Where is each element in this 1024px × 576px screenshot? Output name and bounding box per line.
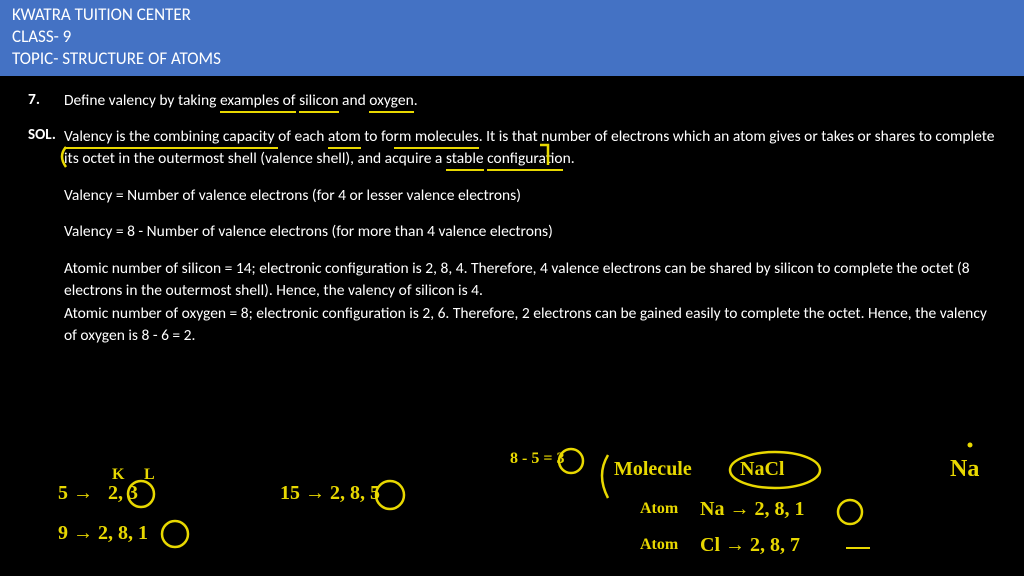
header-banner: KWATRA TUITION CENTER CLASS- 9 TOPIC- ST…: [0, 0, 1024, 76]
hw-85: 8 - 5 = 3: [510, 450, 564, 468]
sol-p1c: atom: [328, 127, 361, 149]
hw-23: 2, 3: [108, 482, 138, 505]
sol-p5: Atomic number of oxygen = 8; electronic …: [64, 303, 996, 348]
q-mid2: and: [339, 91, 370, 110]
sol-p1d: to fo: [361, 127, 394, 146]
question-text: Define valency by taking examples of sil…: [64, 90, 418, 112]
solution-body: Valency is the combining capacity of eac…: [64, 126, 996, 362]
q-u2: silicon: [299, 91, 338, 113]
hw-molecule: Molecule: [614, 458, 692, 481]
hw-9row: 9 → 2, 8, 1: [58, 522, 148, 545]
hw-5arrow: 5 →: [58, 482, 93, 505]
header-title: KWATRA TUITION CENTER: [12, 4, 1012, 26]
hw-nacl: NaCl: [740, 458, 784, 481]
sol-p3: Valency = 8 - Number of valence electron…: [64, 221, 996, 243]
hw-k: K: [112, 466, 124, 484]
header-topic: TOPIC- STRUCTURE OF ATOMS: [12, 48, 1012, 70]
hw-na-config: Na → 2, 8, 1: [700, 498, 804, 521]
header-class: CLASS- 9: [12, 26, 1012, 48]
sol-p4: Atomic number of silicon = 14; electroni…: [64, 258, 996, 303]
hw-l: L: [144, 466, 155, 484]
sol-p1: Valency is the combining capacity of eac…: [64, 126, 996, 171]
q-prefix: Define valency by taking: [64, 91, 220, 110]
solution-row: SOL. Valency is the combining capacity o…: [28, 126, 996, 362]
sol-p1b: of each: [278, 127, 328, 146]
sol-p1j: n.: [563, 149, 575, 168]
solution-label: SOL.: [28, 126, 64, 362]
sol-p1e: rm molecules: [394, 127, 479, 149]
hw-15row: 15 → 2, 8, 5: [280, 482, 380, 505]
q-u1: examples of: [220, 91, 296, 113]
q-suffix: .: [414, 91, 418, 110]
hw-atom2: Atom: [640, 536, 678, 554]
question-row: 7. Define valency by taking examples of …: [28, 90, 996, 112]
hw-atom1: Atom: [640, 500, 678, 518]
content-area: 7. Define valency by taking examples of …: [0, 76, 1024, 361]
hw-cl-config: Cl → 2, 8, 7: [700, 534, 800, 557]
sol-p1i: configuratio: [487, 149, 562, 171]
sol-p1g: stable: [446, 149, 484, 171]
hw-na-right: Na: [950, 456, 979, 483]
q-u3: oxygen: [369, 91, 413, 113]
sol-p2: Valency = Number of valence electrons (f…: [64, 185, 996, 207]
sol-p1a: Valency is the combining capacity: [64, 127, 278, 149]
question-number: 7.: [28, 90, 64, 112]
